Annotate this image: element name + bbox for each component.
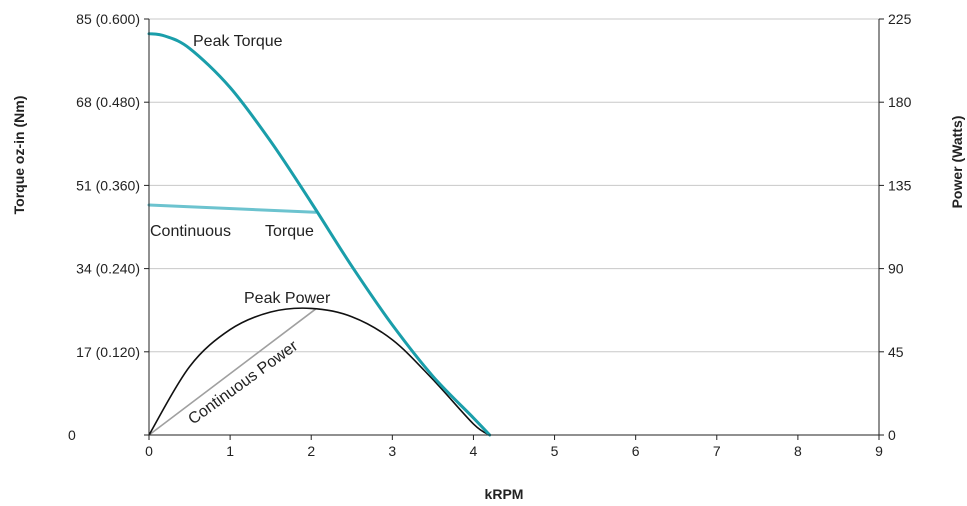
- right-y-tick-label: 225: [888, 11, 912, 27]
- series-lines: [147, 32, 492, 437]
- x-axis-title: kRPM: [485, 486, 524, 502]
- continuous-torque-label-1: Continuous: [150, 223, 231, 240]
- x-tick-label: 2: [307, 443, 315, 459]
- left-y-tick-label: 68 (0.480): [76, 94, 140, 110]
- right-y-tick-label: 180: [888, 94, 912, 110]
- x-tick-label: 8: [794, 443, 802, 459]
- left-y-axis-title: Torque oz-in (Nm): [11, 96, 27, 215]
- left-y-tick-label: 17 (0.120): [76, 344, 140, 360]
- x-tick-label: 5: [551, 443, 559, 459]
- right-y-tick-label: 90: [888, 261, 904, 277]
- left-y-tick-label: 51 (0.360): [76, 177, 140, 193]
- peak-torque-line: [147, 32, 492, 437]
- left-y-tick-label: 34 (0.240): [76, 261, 140, 277]
- right-y-tick-label: 0: [888, 427, 896, 443]
- left-y-tick-label: 0: [68, 427, 76, 443]
- peak-power-line: [148, 307, 491, 436]
- right-y-axis-title: Power (Watts): [949, 116, 965, 209]
- x-tick-label: 7: [713, 443, 721, 459]
- continuous-power-line: [148, 308, 317, 436]
- x-tick-label: 6: [632, 443, 640, 459]
- left-y-tick-label: 85 (0.600): [76, 11, 140, 27]
- gridlines: [149, 18, 879, 353]
- continuous-torque-line: [147, 203, 317, 214]
- x-tick-label: 4: [470, 443, 478, 459]
- right-y-tick-label: 45: [888, 344, 904, 360]
- right-y-tick-label: 135: [888, 177, 912, 193]
- x-tick-label: 3: [388, 443, 396, 459]
- peak-torque-label: Peak Torque: [193, 33, 283, 50]
- peak-power-label: Peak Power: [244, 290, 331, 307]
- axes: [144, 18, 884, 440]
- continuous-torque-label-2: Torque: [265, 223, 314, 240]
- x-tick-label: 9: [875, 443, 883, 459]
- x-tick-label: 0: [145, 443, 153, 459]
- x-tick-label: 1: [226, 443, 234, 459]
